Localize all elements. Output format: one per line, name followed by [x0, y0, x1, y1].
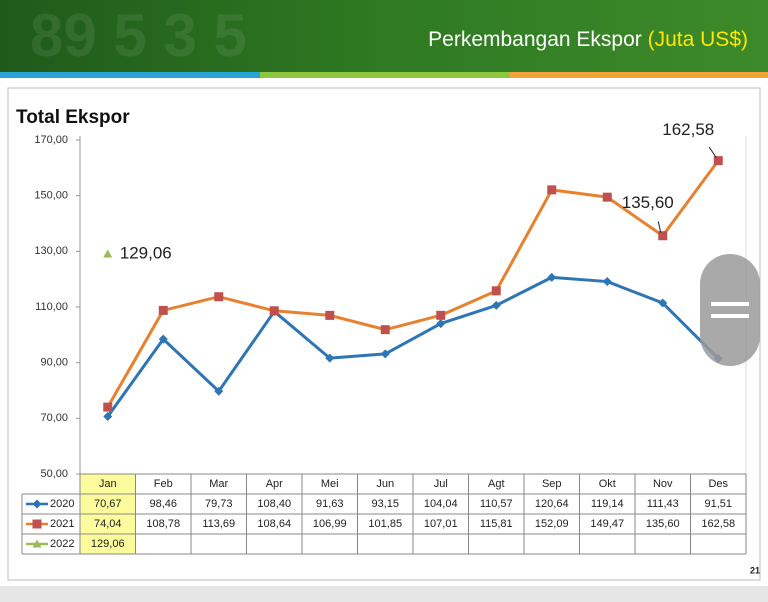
table-value: 101,85 — [368, 518, 402, 530]
y-tick-label: 110,00 — [35, 301, 68, 313]
data-point — [436, 310, 446, 320]
data-point — [658, 231, 668, 241]
x-tick-label: Jun — [376, 478, 394, 490]
data-point — [103, 249, 113, 258]
x-tick-label: Des — [708, 478, 728, 490]
header-unit: (Juta US$) — [648, 28, 748, 51]
table-value: 74,04 — [94, 518, 122, 530]
data-point — [32, 539, 42, 548]
data-label: 162,58 — [662, 120, 714, 139]
table-value: 108,64 — [257, 518, 291, 530]
table-value: 70,67 — [94, 498, 122, 510]
x-tick-label: Jan — [99, 478, 117, 490]
data-point — [32, 519, 42, 529]
x-tick-label: Jul — [434, 478, 448, 490]
chart-title: Total Ekspor — [16, 107, 130, 128]
data-point — [158, 305, 168, 315]
stripe — [510, 72, 768, 78]
data-point — [380, 349, 390, 359]
header-title: Perkembangan Ekspor (Juta US$) — [428, 28, 748, 51]
data-point — [214, 292, 224, 302]
table-value: 129,06 — [91, 538, 125, 550]
header-band — [0, 0, 768, 72]
data-point — [491, 286, 501, 296]
x-tick-label: Mei — [321, 478, 339, 490]
table-value: 93,15 — [371, 498, 399, 510]
data-point — [547, 272, 557, 282]
stripe — [0, 72, 260, 78]
header-title-text: Perkembangan Ekspor — [428, 28, 642, 51]
y-tick-label: 170,00 — [34, 134, 68, 146]
y-tick-label: 150,00 — [34, 190, 68, 202]
table-value: 104,04 — [424, 498, 458, 510]
y-tick-label: 130,00 — [34, 245, 68, 257]
legend-label: 2021 — [50, 518, 74, 530]
table-value: 98,46 — [149, 498, 177, 510]
y-tick-label: 90,00 — [40, 357, 68, 369]
x-tick-label: Mar — [209, 478, 228, 490]
data-point — [491, 300, 501, 310]
footer-bar — [0, 586, 768, 602]
legend-label: 2020 — [50, 498, 74, 510]
callout-leader — [657, 221, 662, 233]
data-point — [602, 277, 612, 287]
table-value: 113,69 — [202, 518, 235, 530]
table-value: 91,63 — [316, 498, 344, 510]
handle-grip — [711, 302, 749, 306]
table-value: 110,57 — [480, 498, 513, 510]
table-value: 108,40 — [257, 498, 291, 510]
table-value: 79,73 — [205, 498, 233, 510]
data-point — [325, 353, 335, 363]
data-point — [214, 386, 224, 396]
data-point — [32, 499, 42, 509]
plot: 50,00 70,00 90,00 110,00 130,00 150,00 170,00 J… — [21, 120, 747, 555]
callout-leader — [708, 146, 717, 158]
series-line — [106, 275, 720, 418]
y-tick-label: 70,00 — [40, 412, 68, 424]
table-value: 106,99 — [313, 518, 347, 530]
x-tick-label: Apr — [266, 478, 283, 490]
x-tick-label: Sep — [542, 478, 562, 490]
x-tick-label: Feb — [154, 478, 173, 490]
data-label: 135,60 — [622, 193, 674, 212]
table-value: 152,09 — [535, 518, 569, 530]
table-value: 107,01 — [424, 518, 458, 530]
table-value: 119,14 — [591, 498, 624, 510]
x-tick-label: Okt — [599, 478, 616, 490]
table-value: 111,43 — [647, 498, 679, 510]
x-tick-label: Agt — [488, 478, 505, 490]
data-point — [158, 334, 168, 344]
legend-label: 2022 — [50, 538, 74, 550]
data-point — [325, 310, 335, 320]
page-number: 21 — [750, 565, 760, 575]
header-decoration: 89 5 3 5 — [30, 2, 247, 69]
data-point — [436, 319, 446, 329]
stripe — [260, 72, 510, 78]
table-value: 135,60 — [646, 518, 680, 530]
data-point — [103, 402, 113, 412]
x-tick-label: Nov — [653, 478, 673, 490]
scroll-handle-body[interactable] — [700, 254, 760, 366]
table-value: 120,64 — [535, 498, 569, 510]
table-value: 162,58 — [701, 518, 735, 530]
data-point — [547, 185, 557, 195]
data-point — [269, 306, 279, 316]
table-value: 115,81 — [480, 518, 513, 530]
table-value: 108,78 — [146, 518, 180, 530]
data-point — [380, 325, 390, 335]
data-point — [713, 156, 723, 166]
data-point — [103, 411, 113, 421]
data-point — [658, 298, 668, 308]
table-value: 149,47 — [590, 518, 624, 530]
scroll-handle[interactable] — [700, 254, 760, 366]
handle-grip — [711, 314, 749, 318]
series-line — [106, 159, 720, 408]
data-label: 129,06 — [120, 243, 172, 262]
table-value: 91,51 — [704, 498, 732, 510]
y-tick-label: 50,00 — [40, 468, 68, 480]
data-point — [602, 192, 612, 202]
